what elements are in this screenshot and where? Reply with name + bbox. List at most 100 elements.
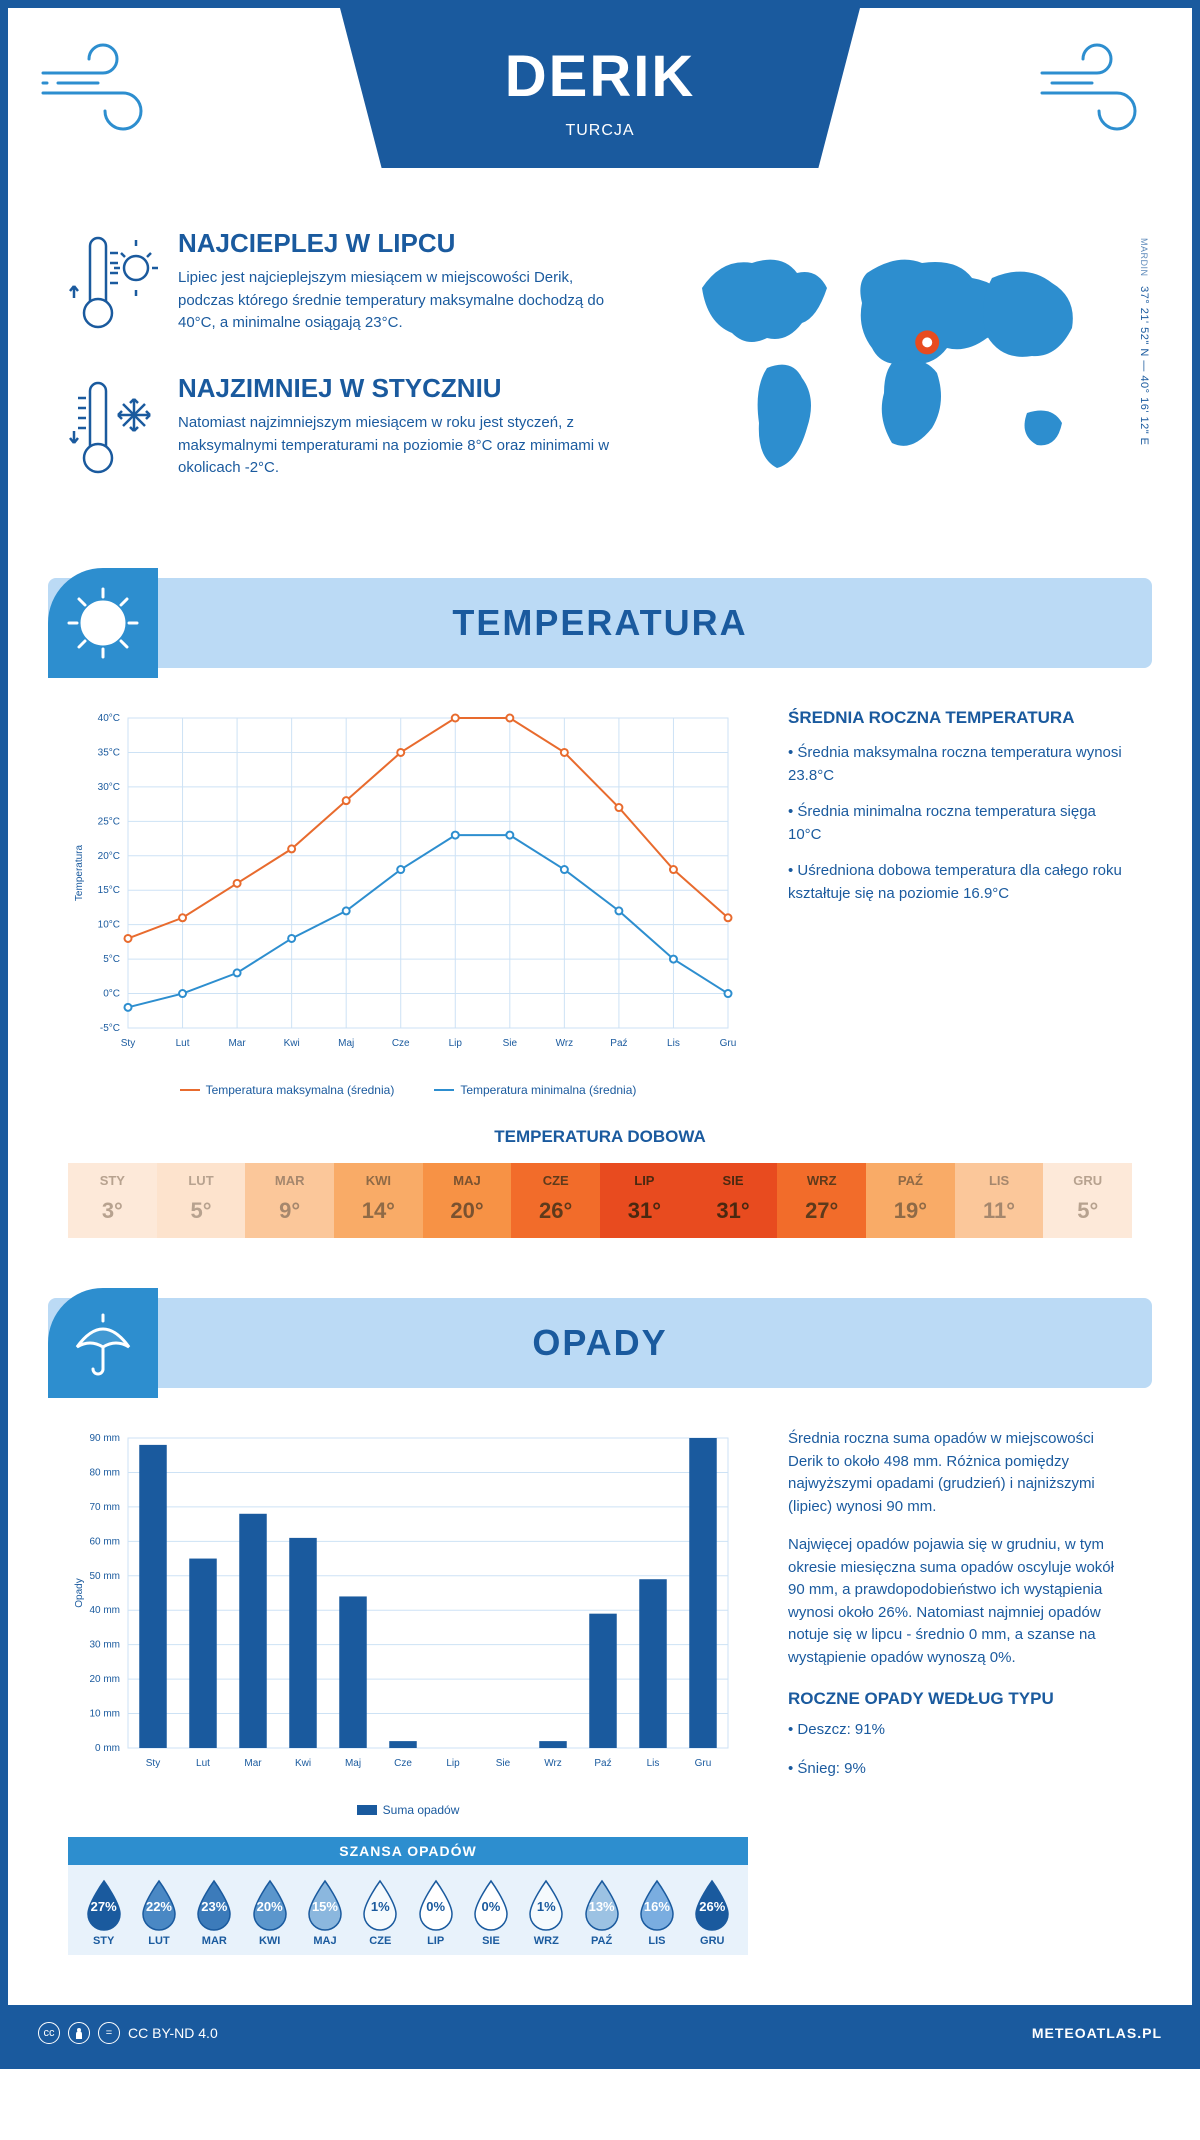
svg-text:-5°C: -5°C: [100, 1023, 120, 1034]
license-block: cc = CC BY-ND 4.0: [38, 2022, 218, 2044]
daily-temp-block: TEMPERATURA DOBOWA STY3°LUT5°MAR9°KWI14°…: [8, 1117, 1192, 1278]
coldest-text: Natomiast najzimniejszym miesiącem w rok…: [178, 412, 632, 480]
svg-text:Sty: Sty: [121, 1038, 135, 1049]
thermometer-cold-icon: [68, 373, 158, 488]
umbrella-icon: [48, 1288, 158, 1398]
country-name: TURCJA: [340, 122, 860, 140]
daily-temp-cell: WRZ27°: [777, 1163, 866, 1238]
nd-icon: =: [98, 2022, 120, 2044]
rain-chance-cell: 23% MAR: [187, 1879, 242, 1947]
daily-temp-cell: STY3°: [68, 1163, 157, 1238]
legend-rain: Suma opadów: [383, 1803, 460, 1817]
rain-chance-cell: 1% WRZ: [519, 1879, 574, 1947]
opady-info: Średnia roczna suma opadów w miejscowośc…: [788, 1428, 1132, 1955]
svg-text:20°C: 20°C: [98, 851, 120, 862]
svg-text:0 mm: 0 mm: [95, 1743, 120, 1754]
daily-temp-cell: MAJ20°: [423, 1163, 512, 1238]
opady-chart-block: 0 mm10 mm20 mm30 mm40 mm50 mm60 mm70 mm8…: [8, 1388, 1192, 1975]
rain-chance-title: SZANSA OPADÓW: [68, 1837, 748, 1865]
by-icon: [68, 2022, 90, 2044]
rain-legend: Suma opadów: [68, 1803, 748, 1817]
svg-text:5°C: 5°C: [103, 954, 120, 965]
rain-chance-cell: 13% PAŹ: [574, 1879, 629, 1947]
svg-text:35°C: 35°C: [98, 747, 120, 758]
cc-icon: cc: [38, 2022, 60, 2044]
svg-text:40°C: 40°C: [98, 713, 120, 724]
svg-text:Maj: Maj: [338, 1038, 354, 1049]
svg-text:80 mm: 80 mm: [89, 1467, 120, 1478]
svg-text:Sty: Sty: [146, 1758, 160, 1769]
daily-temp-cell: KWI14°: [334, 1163, 423, 1238]
rain-chance-cell: 15% MAJ: [297, 1879, 352, 1947]
daily-temp-title: TEMPERATURA DOBOWA: [68, 1127, 1132, 1147]
daily-temp-cell: LIP31°: [600, 1163, 689, 1238]
rain-chance-cell: 22% LUT: [131, 1879, 186, 1947]
temperature-chart-block: -5°C0°C5°C10°C15°C20°C25°C30°C35°C40°CSt…: [8, 668, 1192, 1117]
svg-text:Sie: Sie: [496, 1758, 511, 1769]
svg-text:Maj: Maj: [345, 1758, 361, 1769]
svg-text:Lis: Lis: [647, 1758, 660, 1769]
svg-text:Wrz: Wrz: [544, 1758, 562, 1769]
daily-temp-cell: MAR9°: [245, 1163, 334, 1238]
thermometer-hot-icon: [68, 228, 158, 343]
rain-chance-cell: 16% LIS: [629, 1879, 684, 1947]
svg-text:Paź: Paź: [610, 1038, 627, 1049]
svg-text:15°C: 15°C: [98, 885, 120, 896]
svg-text:Kwi: Kwi: [295, 1758, 311, 1769]
rain-chance-cell: 0% LIP: [408, 1879, 463, 1947]
section-header-temperatura: TEMPERATURA: [48, 578, 1152, 668]
rain-chance-cell: 26% GRU: [685, 1879, 740, 1947]
svg-text:Mar: Mar: [228, 1038, 246, 1049]
warmest-block: NAJCIEPLEJ W LIPCU Lipiec jest najcieple…: [68, 228, 632, 343]
svg-text:Temperatura: Temperatura: [74, 844, 85, 901]
daily-temp-cell: PAŹ19°: [866, 1163, 955, 1238]
opady-text-2: Najwięcej opadów pojawia się w grudniu, …: [788, 1534, 1132, 1669]
intro-section: NAJCIEPLEJ W LIPCU Lipiec jest najcieple…: [8, 208, 1192, 558]
svg-text:60 mm: 60 mm: [89, 1536, 120, 1547]
svg-text:Mar: Mar: [244, 1758, 262, 1769]
opady-type-item: • Deszcz: 91%: [788, 1719, 1132, 1742]
opady-by-type-title: ROCZNE OPADY WEDŁUG TYPU: [788, 1689, 1132, 1709]
annual-temp-item: • Uśredniona dobowa temperatura dla całe…: [788, 860, 1132, 905]
rain-chance-cell: 27% STY: [76, 1879, 131, 1947]
daily-temp-grid: STY3°LUT5°MAR9°KWI14°MAJ20°CZE26°LIP31°S…: [68, 1163, 1132, 1238]
warmest-text: Lipiec jest najcieplejszym miesiącem w m…: [178, 267, 632, 335]
temperature-line-chart: -5°C0°C5°C10°C15°C20°C25°C30°C35°C40°CSt…: [68, 708, 748, 1068]
svg-text:Gru: Gru: [720, 1038, 737, 1049]
svg-text:Cze: Cze: [392, 1038, 410, 1049]
svg-text:Paź: Paź: [594, 1758, 611, 1769]
rain-chance-cell: 0% SIE: [463, 1879, 518, 1947]
svg-text:Opady: Opady: [74, 1578, 85, 1607]
city-name: DERIK: [340, 43, 860, 110]
section-header-opady: OPADY: [48, 1298, 1152, 1388]
svg-text:Cze: Cze: [394, 1758, 412, 1769]
svg-text:40 mm: 40 mm: [89, 1605, 120, 1616]
svg-text:10 mm: 10 mm: [89, 1709, 120, 1720]
svg-text:Lut: Lut: [196, 1758, 210, 1769]
coldest-title: NAJZIMNIEJ W STYCZNIU: [178, 373, 632, 404]
temperature-annual-info: ŚREDNIA ROCZNA TEMPERATURA • Średnia mak…: [788, 708, 1132, 1097]
svg-text:Lip: Lip: [446, 1758, 460, 1769]
svg-text:25°C: 25°C: [98, 816, 120, 827]
temp-legend: Temperatura maksymalna (średnia) Tempera…: [68, 1083, 748, 1097]
svg-text:10°C: 10°C: [98, 920, 120, 931]
annual-temp-item: • Średnia maksymalna roczna temperatura …: [788, 742, 1132, 787]
svg-text:Wrz: Wrz: [556, 1038, 574, 1049]
svg-text:30°C: 30°C: [98, 782, 120, 793]
svg-text:90 mm: 90 mm: [89, 1433, 120, 1444]
wind-icon-right: [1032, 38, 1162, 143]
page: DERIK TURCJA: [0, 0, 1200, 2069]
coldest-block: NAJZIMNIEJ W STYCZNIU Natomiast najzimni…: [68, 373, 632, 488]
region-label: MARDIN: [1139, 238, 1149, 277]
legend-max: Temperatura maksymalna (średnia): [206, 1083, 395, 1097]
svg-text:Kwi: Kwi: [284, 1038, 300, 1049]
legend-min: Temperatura minimalna (średnia): [460, 1083, 636, 1097]
svg-text:30 mm: 30 mm: [89, 1640, 120, 1651]
precipitation-bar-chart: 0 mm10 mm20 mm30 mm40 mm50 mm60 mm70 mm8…: [68, 1428, 748, 1788]
rain-chance-cell: 1% CZE: [353, 1879, 408, 1947]
opady-type-item: • Śnieg: 9%: [788, 1758, 1132, 1781]
opady-text-1: Średnia roczna suma opadów w miejscowośc…: [788, 1428, 1132, 1518]
world-map: MARDIN 37° 21' 52" N — 40° 16' 12" E: [672, 228, 1132, 518]
warmest-title: NAJCIEPLEJ W LIPCU: [178, 228, 632, 259]
license-text: CC BY-ND 4.0: [128, 2025, 218, 2041]
